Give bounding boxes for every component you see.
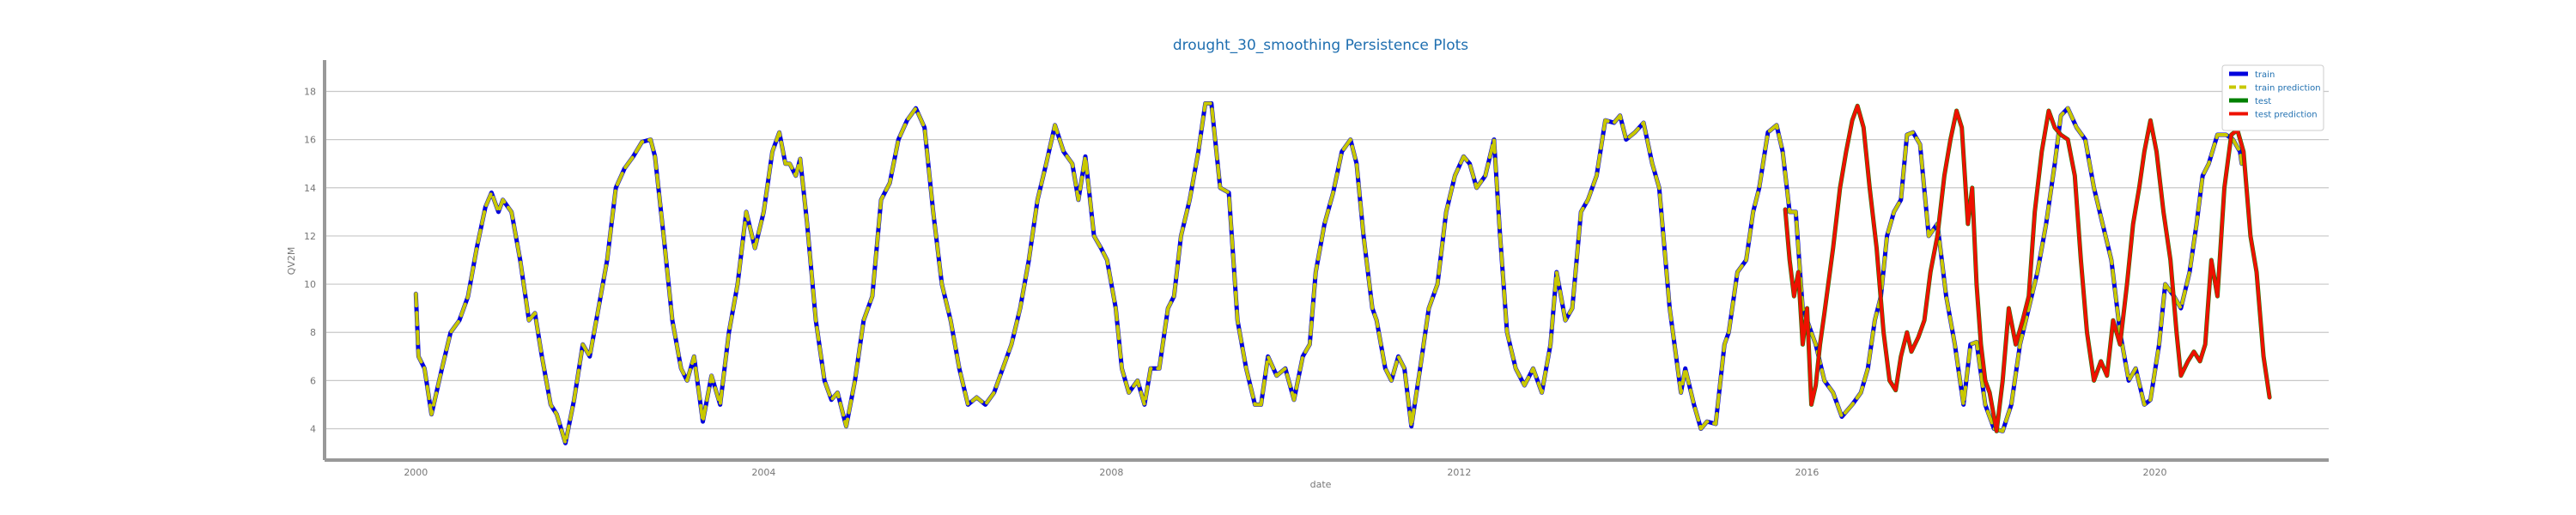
x-tick-label: 2016 [1795, 467, 1819, 478]
y-tick-label: 12 [304, 231, 316, 242]
y-tick-label: 14 [304, 183, 316, 194]
grid-lines [325, 90, 2329, 430]
x-tick-label: 2020 [2142, 467, 2166, 478]
axes [323, 60, 2329, 462]
y-tick-label: 16 [304, 135, 316, 146]
x-tick-label: 2012 [1447, 467, 1471, 478]
legend-label: train prediction [2255, 84, 2321, 94]
x-axis-label: date [1310, 479, 1332, 490]
y-axis-label: QV2M [286, 247, 297, 276]
series-lines [413, 101, 2272, 445]
x-tick-label: 2000 [404, 467, 428, 478]
y-tick-label: 18 [304, 86, 316, 97]
series-line-test-prediction [1783, 104, 2272, 433]
legend-label: test prediction [2255, 111, 2318, 120]
x-tick-label: 2008 [1099, 467, 1123, 478]
x-tick-label: 2004 [751, 467, 775, 478]
legend-label: train [2255, 70, 2275, 80]
y-tick-label: 6 [310, 375, 316, 386]
legend-label: test [2255, 97, 2271, 106]
y-tick-label: 10 [304, 279, 316, 290]
legend: train train prediction test test prediction [2221, 64, 2324, 131]
chart-title: drought_30_smoothing Persistence Plots [1173, 37, 1468, 54]
y-tick-label: 4 [310, 424, 316, 435]
tick-labels: 4 6 8 10 12 14 16 18 2000 2004 2008 2012 2016 2020 [304, 86, 2166, 478]
y-tick-label: 8 [310, 327, 316, 338]
